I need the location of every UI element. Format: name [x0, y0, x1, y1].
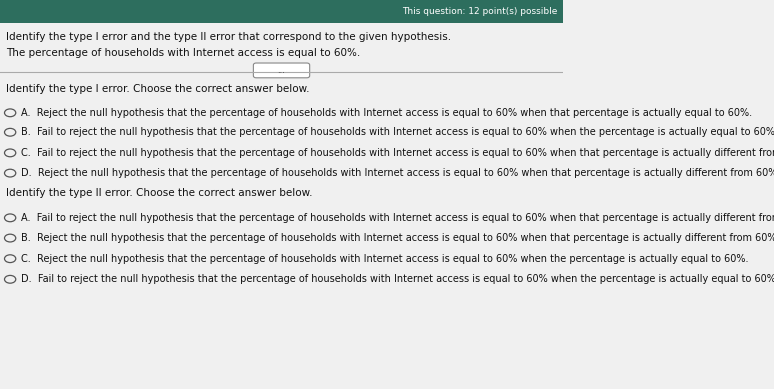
Text: B.  Reject the null hypothesis that the percentage of households with Internet a: B. Reject the null hypothesis that the p… [22, 233, 774, 243]
Text: This question: 12 point(s) possible: This question: 12 point(s) possible [402, 7, 557, 16]
Text: D.  Fail to reject the null hypothesis that the percentage of households with In: D. Fail to reject the null hypothesis th… [22, 274, 774, 284]
Text: D.  Reject the null hypothesis that the percentage of households with Internet a: D. Reject the null hypothesis that the p… [22, 168, 774, 178]
FancyBboxPatch shape [253, 63, 310, 78]
Text: A.  Reject the null hypothesis that the percentage of households with Internet a: A. Reject the null hypothesis that the p… [22, 108, 752, 118]
Text: Identify the type II error. Choose the correct answer below.: Identify the type II error. Choose the c… [5, 188, 312, 198]
Text: B.  Fail to reject the null hypothesis that the percentage of households with In: B. Fail to reject the null hypothesis th… [22, 127, 774, 137]
Text: C.  Reject the null hypothesis that the percentage of households with Internet a: C. Reject the null hypothesis that the p… [22, 254, 749, 264]
Text: ...: ... [278, 66, 286, 75]
Text: A.  Fail to reject the null hypothesis that the percentage of households with In: A. Fail to reject the null hypothesis th… [22, 213, 774, 223]
Bar [0, 0, 563, 23]
Text: C.  Fail to reject the null hypothesis that the percentage of households with In: C. Fail to reject the null hypothesis th… [22, 148, 774, 158]
Text: Identify the type I error and the type II error that correspond to the given hyp: Identify the type I error and the type I… [5, 32, 450, 42]
Text: The percentage of households with Internet access is equal to 60%.: The percentage of households with Intern… [5, 47, 360, 58]
Text: Identify the type I error. Choose the correct answer below.: Identify the type I error. Choose the co… [5, 84, 309, 95]
